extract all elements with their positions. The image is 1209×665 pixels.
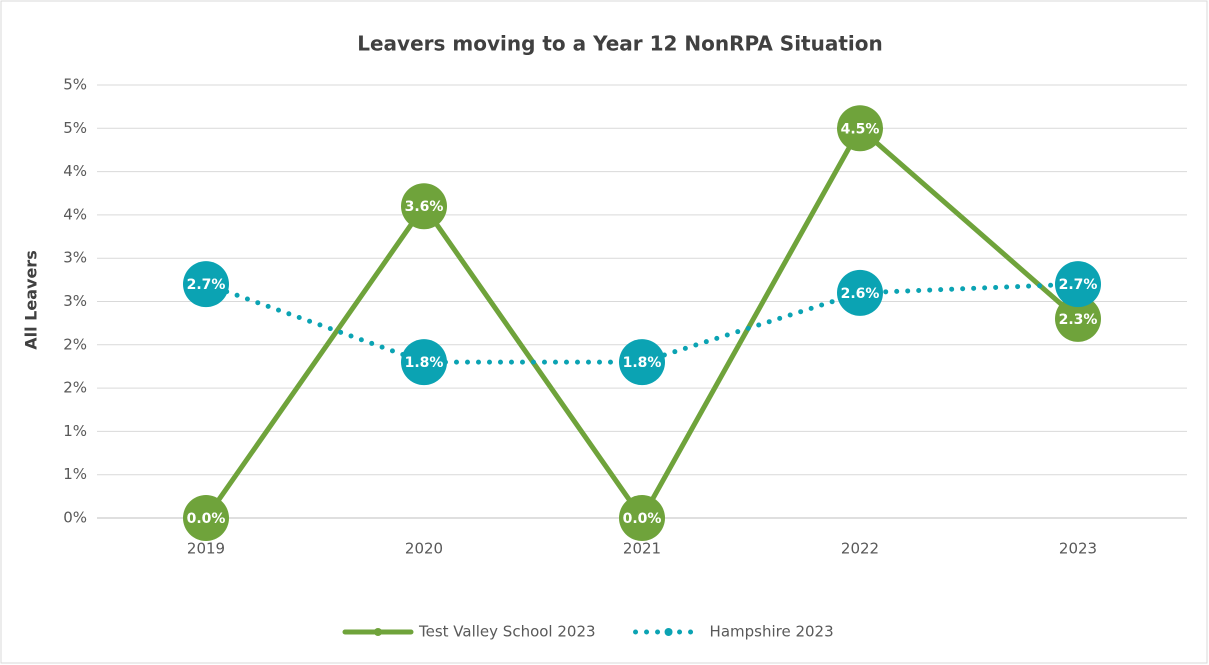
data-label: 1.8% (405, 355, 444, 371)
data-label: 2.7% (187, 277, 226, 293)
y-tick-label: 4% (63, 205, 87, 223)
data-label: 2.6% (841, 286, 880, 302)
y-tick-label: 3% (63, 292, 87, 310)
data-label: 0.0% (623, 511, 662, 527)
x-tick-label: 2021 (623, 540, 661, 558)
legend-label: Test Valley School 2023 (418, 623, 596, 641)
data-point (837, 105, 883, 152)
y-tick-label: 2% (63, 335, 87, 353)
x-tick-label: 2023 (1059, 540, 1097, 558)
data-label: 4.5% (841, 121, 880, 137)
data-point (837, 269, 883, 316)
y-tick-label: 1% (63, 422, 87, 440)
legend-marker (374, 628, 382, 636)
data-label: 2.7% (1059, 277, 1098, 293)
data-label: 0.0% (187, 511, 226, 527)
data-point (1055, 261, 1101, 308)
x-tick-label: 2019 (187, 540, 225, 558)
x-tick-label: 2022 (841, 540, 879, 558)
data-point (401, 183, 447, 230)
data-point (183, 495, 229, 541)
data-label: 3.6% (405, 199, 444, 215)
y-tick-label: 2% (63, 379, 87, 397)
y-tick-label: 5% (63, 76, 87, 94)
data-point (183, 261, 229, 308)
data-point (619, 495, 665, 541)
data-label: 1.8% (623, 355, 662, 371)
y-tick-label: 1% (63, 465, 87, 483)
data-label: 2.3% (1059, 312, 1098, 328)
y-tick-label: 4% (63, 162, 87, 180)
y-axis-label: All Leavers (22, 250, 41, 349)
y-tick-label: 0% (63, 509, 87, 527)
y-tick-label: 5% (63, 119, 87, 137)
data-point (401, 339, 447, 386)
legend-marker (664, 628, 673, 636)
y-tick-label: 3% (63, 249, 87, 267)
legend-label: Hampshire 2023 (710, 623, 834, 641)
x-tick-label: 2020 (405, 540, 443, 558)
data-point (619, 339, 665, 386)
data-point (1055, 295, 1101, 342)
chart-title: Leavers moving to a Year 12 NonRPA Situa… (357, 32, 883, 56)
